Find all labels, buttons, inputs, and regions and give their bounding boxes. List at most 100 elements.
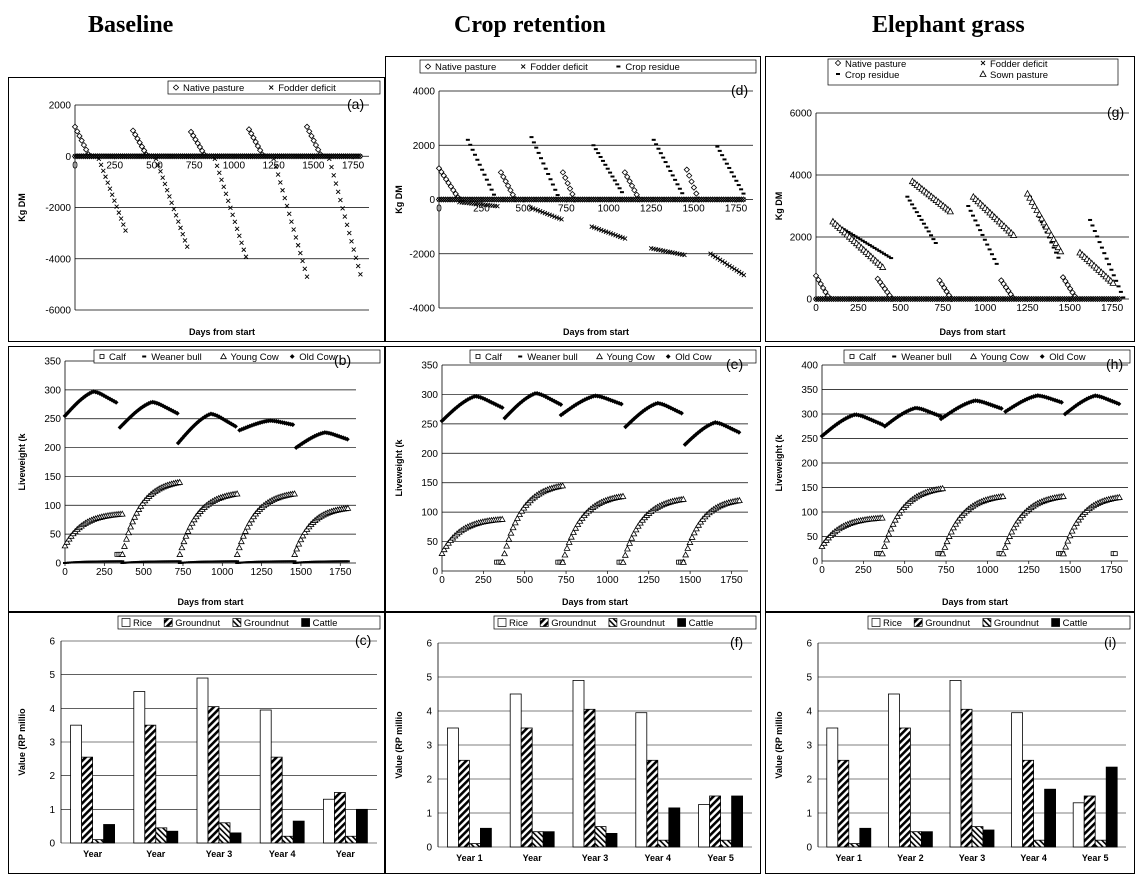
data-point: [1028, 198, 1036, 205]
data-point: [273, 164, 279, 169]
data-point: [131, 513, 139, 520]
data-point: [280, 187, 285, 193]
chart-panel-a: 2000 0 -2000 -4000 -6000 0 250 500 750 1000 1250 15…: [8, 77, 385, 342]
data-point: [885, 530, 893, 537]
data-point: [690, 184, 698, 191]
x-tick-label: 1000: [211, 567, 234, 578]
data-point: [184, 244, 190, 250]
series-sown-pasture: [829, 177, 1117, 286]
data-point: [823, 430, 829, 435]
data-point: [339, 560, 344, 563]
data-point: [450, 408, 456, 414]
legend-box: [93, 349, 381, 364]
data-point: [239, 240, 244, 246]
data-point: [929, 410, 935, 416]
data-point: [1110, 398, 1115, 404]
data-point: [1039, 221, 1044, 224]
panel-tag: (d): [731, 82, 748, 98]
data-point: [226, 420, 232, 426]
legend-label: Cattle: [313, 618, 338, 629]
legend: Rice Groundnut Groundnut Cattle: [493, 615, 757, 630]
data-point: [175, 560, 180, 563]
data-point: [214, 413, 220, 419]
data-point: [1069, 289, 1076, 296]
data-point: [327, 560, 332, 563]
data-point: [194, 560, 199, 563]
data-point: [306, 128, 313, 135]
series-calf: [494, 559, 686, 565]
data-point: [343, 560, 348, 563]
data-point: [495, 403, 501, 408]
data-point: [572, 524, 580, 531]
data-point: [519, 399, 525, 404]
data-point: [1030, 202, 1039, 209]
data-point: [123, 228, 128, 233]
data-point: [628, 534, 636, 541]
data-point: [275, 172, 281, 177]
data-point: [308, 132, 315, 140]
data-point: [720, 259, 725, 264]
x-axis-label: Days from start: [189, 327, 255, 337]
data-point: [188, 519, 196, 526]
data-point: [1114, 400, 1120, 406]
data-point: [947, 528, 955, 535]
data-point: [1092, 230, 1097, 233]
legend-label: Weaner bull: [527, 352, 578, 363]
legend-marker: [539, 618, 549, 627]
bar: [480, 827, 492, 848]
data-point: [187, 128, 195, 136]
data-point: [162, 181, 168, 187]
data-point: [970, 398, 976, 404]
data-point: [870, 245, 875, 248]
x-tick-label: 1500: [682, 204, 705, 215]
data-point: [222, 560, 227, 563]
data-point: [498, 515, 506, 522]
y-tick-label: 4000: [790, 171, 813, 182]
data-point: [952, 520, 960, 527]
legend-label: Old Cow: [675, 352, 712, 363]
data-point: [214, 163, 220, 169]
data-point: [624, 173, 631, 181]
data-point: [299, 532, 307, 539]
data-point: [724, 262, 730, 267]
y-tick-label: -4000: [409, 304, 435, 315]
data-point: [724, 162, 729, 165]
data-point: [1066, 285, 1074, 292]
data-point: [166, 406, 172, 412]
panel-tag: (c): [355, 632, 371, 648]
data-point: [1118, 290, 1123, 293]
x-tick-label: 0: [813, 303, 819, 314]
data-point: [569, 190, 576, 198]
data-point: [1068, 527, 1076, 534]
data-point: [1059, 274, 1067, 281]
data-point: [661, 156, 666, 159]
legend-marker: [268, 85, 274, 90]
data-point: [593, 393, 598, 399]
y-axis-label: Liveweight (k: [17, 433, 27, 491]
data-point: [838, 418, 844, 424]
y-tick-label: 0: [806, 843, 812, 854]
data-point: [828, 426, 834, 432]
data-point: [1117, 296, 1122, 302]
data-point: [741, 272, 747, 278]
data-point: [292, 562, 297, 564]
data-point: [243, 254, 249, 260]
data-point: [844, 229, 849, 232]
column-title-baseline: Baseline: [88, 12, 174, 38]
x-tick-label: 0: [72, 160, 78, 171]
data-point: [284, 420, 290, 426]
data-point: [526, 394, 531, 400]
x-tick-label: 750: [186, 160, 203, 171]
legend-label: Fodder deficit: [278, 83, 336, 94]
legend-label: Crop residue: [625, 62, 679, 73]
data-point: [736, 269, 742, 275]
x-tick-label: 1250: [1018, 565, 1041, 576]
data-point: [169, 560, 174, 563]
data-point: [83, 560, 88, 563]
data-point: [610, 398, 616, 404]
data-point: [286, 211, 292, 217]
data-point: [248, 515, 256, 523]
data-point: [941, 543, 949, 550]
x-tick-label: 0: [819, 565, 825, 576]
data-point: [899, 411, 905, 417]
